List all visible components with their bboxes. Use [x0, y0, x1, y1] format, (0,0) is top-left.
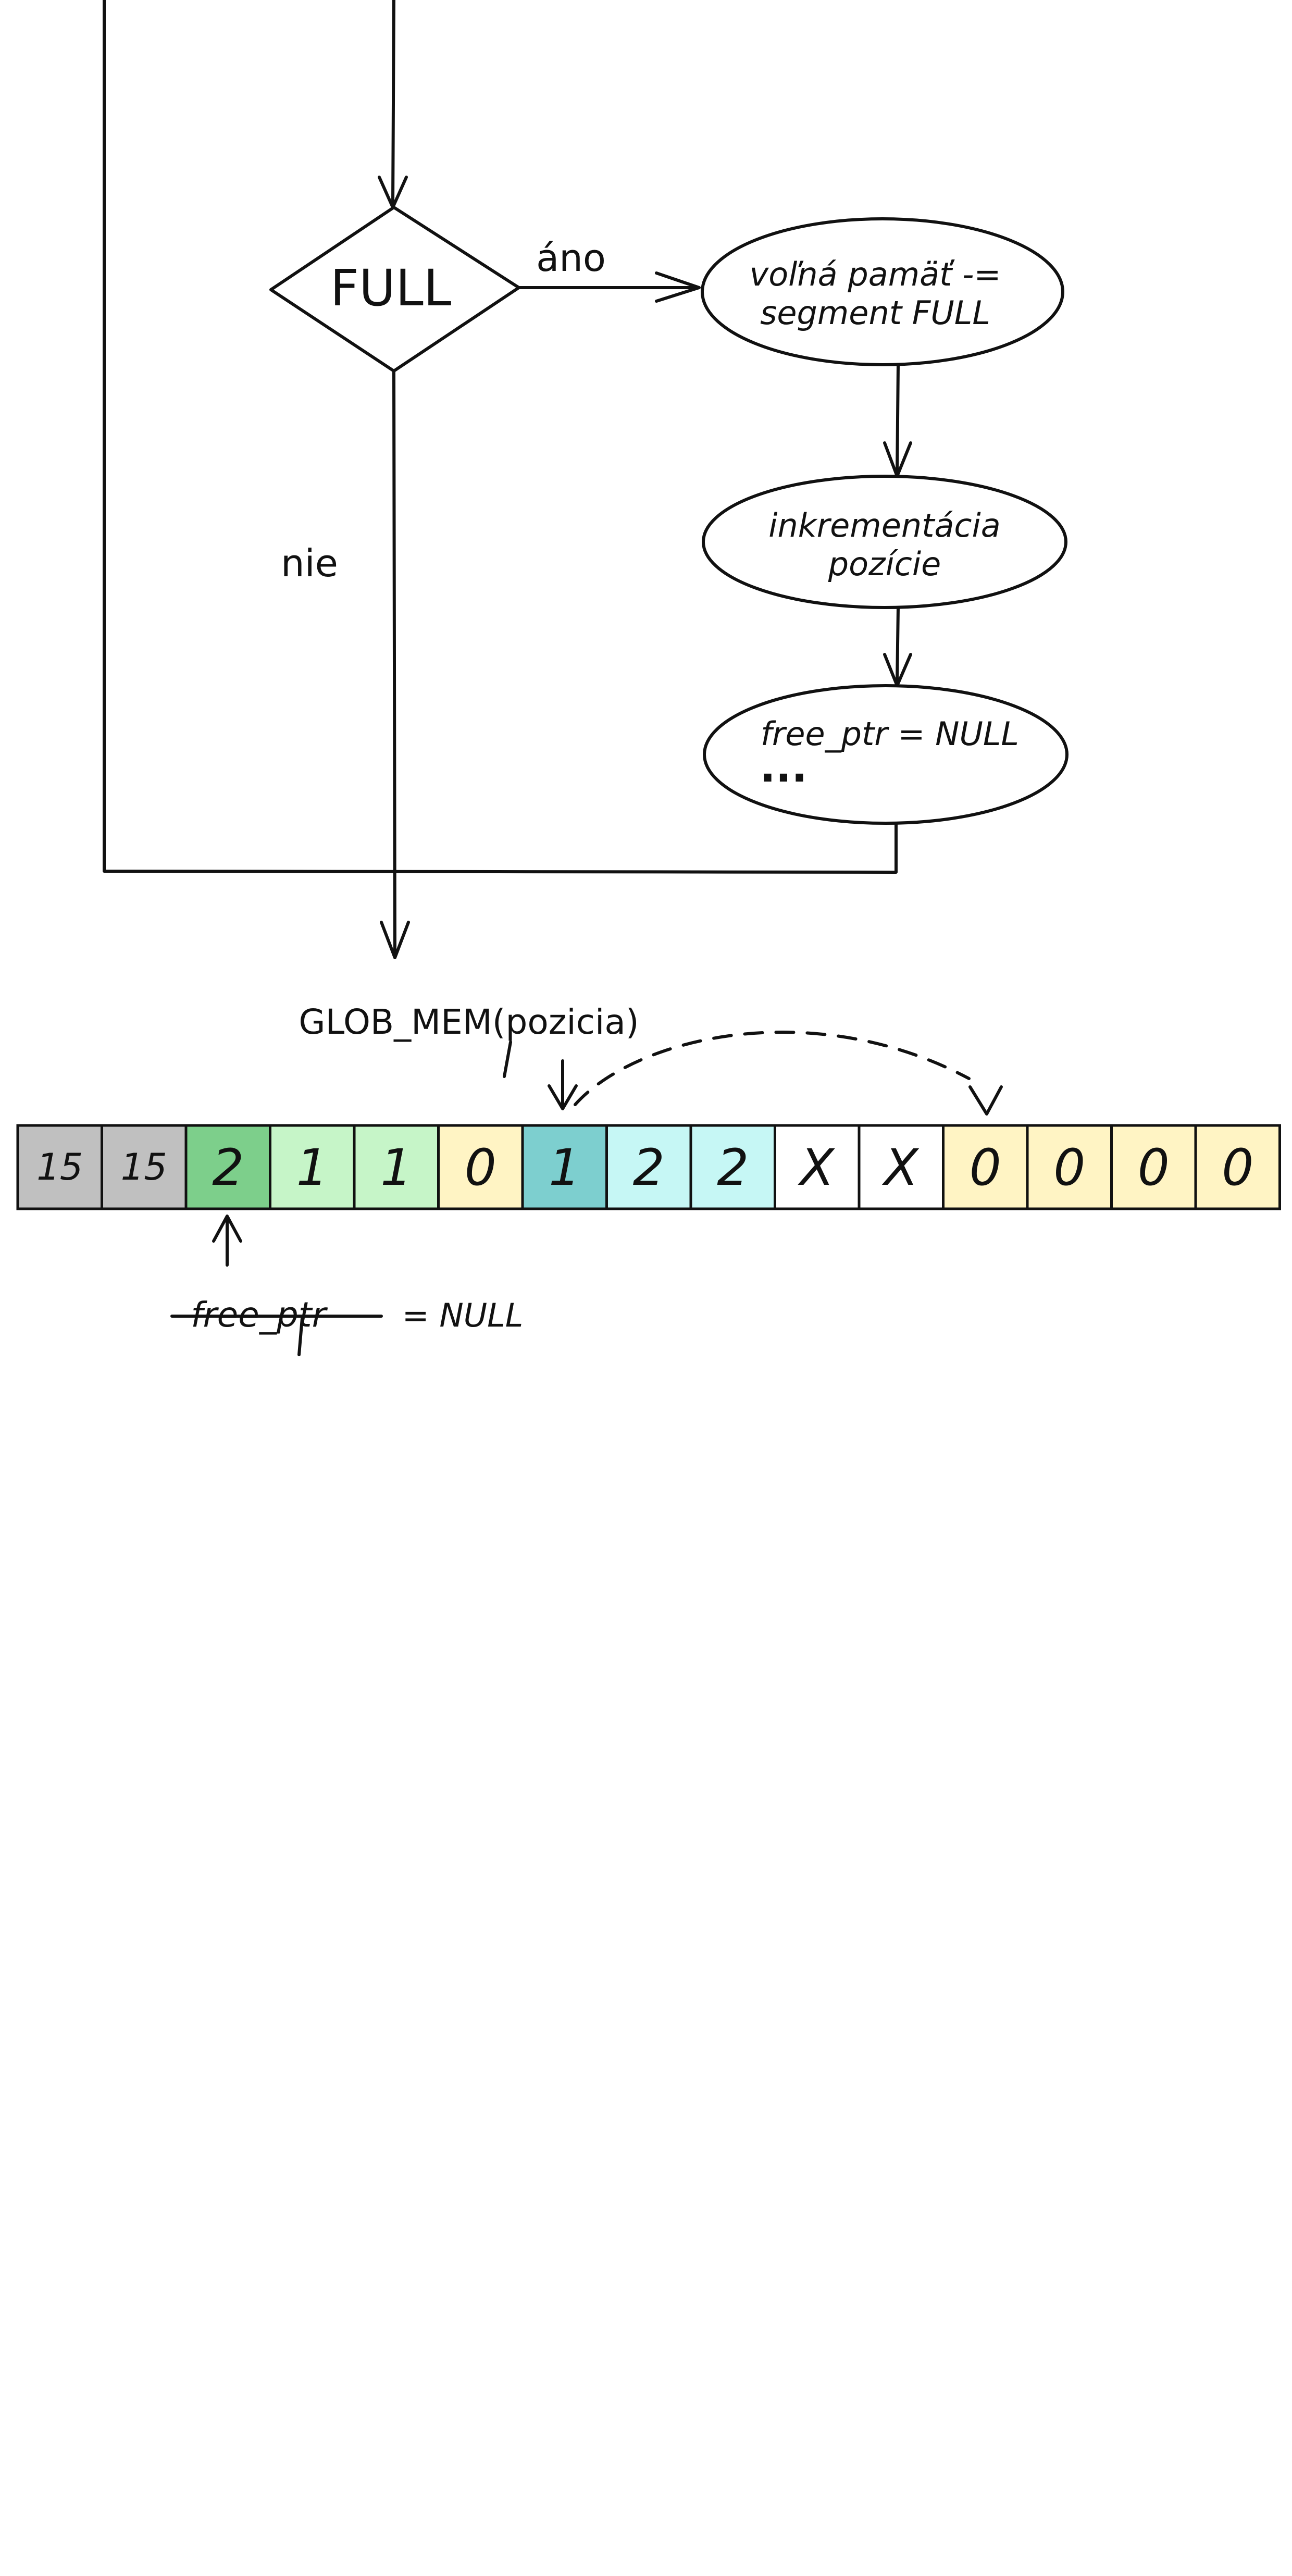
memory-cell: 0	[1110, 1124, 1197, 1210]
decision-label: FULL	[330, 259, 451, 317]
memory-cell-value: 0	[970, 1138, 1001, 1197]
memory-cell: 0	[942, 1124, 1029, 1210]
step-reset-line1: free_ptr = NULL	[761, 715, 1019, 753]
step-increment-position	[702, 475, 1067, 609]
memory-cell-value: X	[881, 1138, 920, 1197]
yes-label: áno	[536, 236, 606, 280]
memory-cell-box	[184, 1124, 271, 1210]
memory-cell: 0	[1026, 1124, 1113, 1210]
memory-cell: 2	[605, 1124, 692, 1210]
memory-cell-value: 2	[212, 1138, 244, 1197]
memory-cell-box	[521, 1124, 608, 1210]
memory-cell-value: 2	[633, 1138, 665, 1197]
loop-back-line	[103, 0, 898, 874]
memory-cell: 1	[269, 1124, 356, 1210]
free-ptr-descender	[297, 1317, 304, 1356]
pointer-arrow-head	[548, 1084, 578, 1110]
no-label: nie	[281, 541, 338, 585]
memory-cell-box	[689, 1124, 776, 1210]
step-free-memory-line2: segment FULL	[760, 294, 990, 332]
memory-cell-value: 0	[1053, 1138, 1085, 1197]
memory-cell: X	[774, 1124, 861, 1210]
jump-arrow-head	[968, 1085, 1003, 1116]
step-reset-line2: ...	[760, 743, 807, 791]
arrow-step2-step3	[896, 606, 900, 684]
memory-cell-value: 0	[1138, 1138, 1170, 1197]
step-reset-free-ptr	[703, 684, 1069, 825]
memory-cell-box	[16, 1124, 103, 1210]
no-arrow-head	[380, 921, 410, 959]
memory-cell-value: 2	[717, 1138, 749, 1197]
memory-cell-box	[269, 1124, 356, 1210]
memory-cell-value: 1	[296, 1138, 328, 1197]
arrow-step1-step2	[896, 363, 900, 476]
step-increment-line1: inkrementácia	[768, 506, 1001, 544]
memory-cell-value: 0	[465, 1138, 496, 1197]
glob-mem-label: GLOB_MEM(pozicia)	[299, 1002, 639, 1042]
no-arrow	[392, 369, 396, 958]
memory-cell: 1	[353, 1124, 440, 1210]
memory-row: 15 15 2 1 1 0 1 2 2 X X 0 0 0 0	[16, 1124, 1281, 1210]
incoming-arrow	[391, 0, 395, 207]
memory-cell: X	[858, 1124, 945, 1210]
free-ptr-suffix: = NULL	[402, 1296, 524, 1334]
memory-cell: 15	[101, 1124, 188, 1210]
memory-cell: 2	[689, 1124, 776, 1210]
step-increment-line2: pozície	[828, 545, 941, 583]
memory-cell: 1	[521, 1124, 608, 1210]
memory-cell-box	[1110, 1124, 1197, 1210]
step-free-memory-line1: voľná pamäť -=	[750, 255, 1001, 293]
yes-arrow-head	[655, 271, 701, 303]
memory-cell-value: 15	[121, 1146, 167, 1188]
memory-cell-value: 1	[549, 1138, 580, 1197]
memory-cell-box	[942, 1124, 1029, 1210]
memory-cell: 2	[184, 1124, 271, 1210]
glob-mem-underline-tick	[503, 1041, 512, 1078]
free-ptr-arrow-head	[212, 1215, 242, 1243]
memory-cell: 15	[16, 1124, 103, 1210]
memory-cell-value: X	[797, 1138, 835, 1197]
memory-cell-box	[101, 1124, 188, 1210]
memory-cell-value: 0	[1222, 1138, 1253, 1197]
memory-cell-value: 15	[36, 1146, 83, 1188]
memory-cell: 0	[437, 1124, 524, 1210]
memory-cell-value: 1	[380, 1138, 412, 1197]
memory-cell-box	[1194, 1124, 1281, 1210]
memory-cell: 0	[1194, 1124, 1281, 1210]
jump-arrow	[574, 1031, 971, 1106]
step-free-memory	[701, 217, 1064, 366]
memory-cell-box	[858, 1124, 945, 1210]
